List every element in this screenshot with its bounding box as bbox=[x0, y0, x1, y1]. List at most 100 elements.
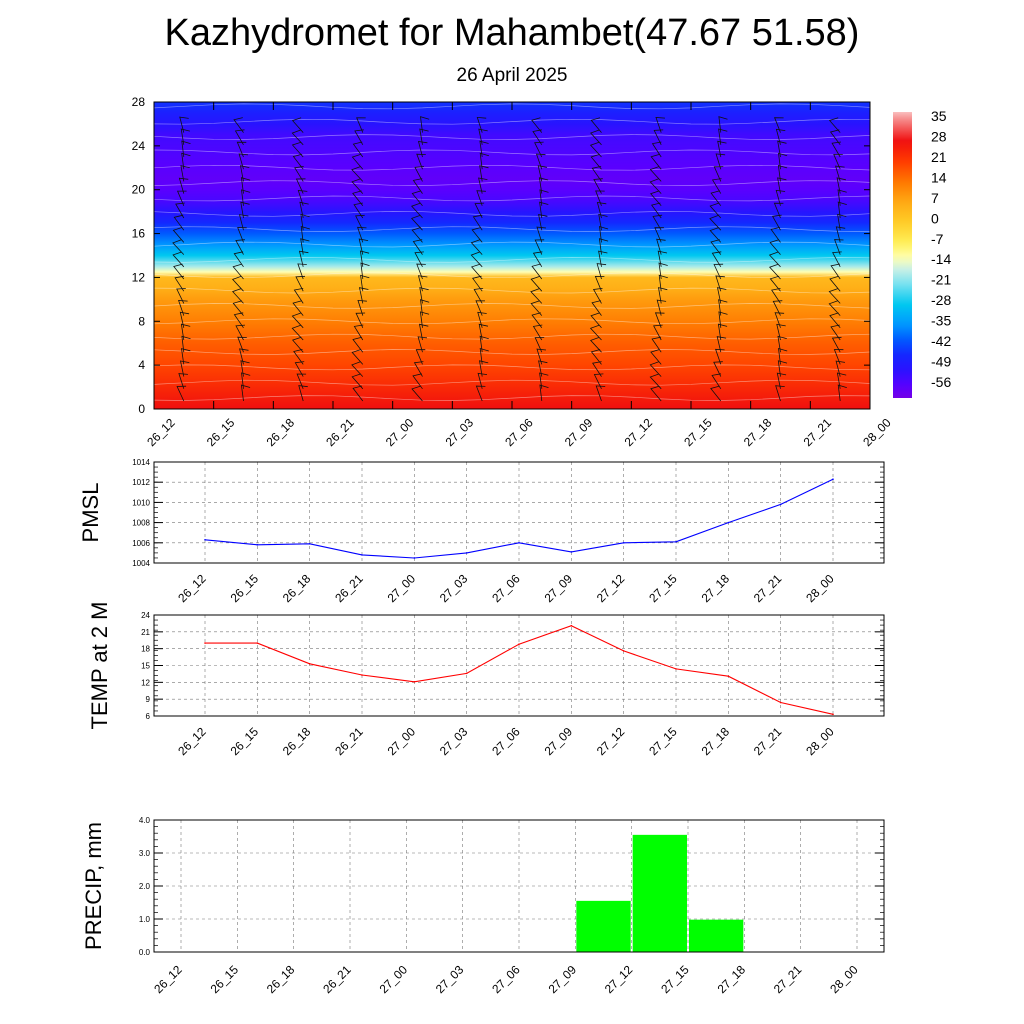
wind-barb bbox=[411, 385, 423, 402]
y-tick-label: 1004 bbox=[132, 559, 150, 568]
wind-barb bbox=[598, 213, 608, 231]
colorbar-label: 0 bbox=[931, 210, 939, 226]
colorbar-label: -7 bbox=[931, 231, 944, 247]
x-tick-label: 27_21 bbox=[751, 724, 785, 758]
wind-barb bbox=[410, 215, 423, 231]
y-tick-label: 0.0 bbox=[139, 948, 151, 957]
wind-barb bbox=[530, 276, 543, 292]
wind-barb bbox=[470, 239, 483, 255]
x-tick-label: 27_09 bbox=[542, 571, 576, 605]
wind-barb bbox=[710, 385, 722, 402]
wind-barb bbox=[476, 190, 486, 206]
colorbar-label: -14 bbox=[931, 251, 951, 267]
y-tick-label: 18 bbox=[141, 645, 150, 654]
data-point bbox=[727, 675, 730, 677]
y-tick-label: 15 bbox=[141, 662, 150, 671]
x-tick-label: 27_18 bbox=[699, 571, 733, 605]
wind-barb bbox=[231, 276, 244, 292]
wind-barb bbox=[778, 152, 788, 170]
x-tick-label: 26_18 bbox=[280, 571, 314, 605]
y-tick-label: 28 bbox=[132, 95, 146, 109]
wind-barb bbox=[653, 324, 663, 341]
wind-barb bbox=[179, 311, 190, 328]
wind-barb bbox=[650, 153, 662, 170]
wind-barb bbox=[297, 190, 308, 206]
wind-barb bbox=[775, 385, 785, 402]
wind-barb bbox=[291, 312, 304, 329]
wind-barb bbox=[356, 117, 366, 133]
wind-barb bbox=[769, 239, 781, 255]
wind-barb bbox=[292, 300, 304, 316]
wind-barb bbox=[412, 178, 423, 194]
wind-barb bbox=[172, 251, 185, 268]
colorbar-scale bbox=[893, 112, 912, 398]
wind-barb bbox=[770, 227, 781, 243]
wind-barb bbox=[174, 275, 185, 292]
pmsl-panel: 1004 1006 1008 1010 1012 1014 26_12 26_15 26_18 2… bbox=[78, 458, 885, 605]
contour-line bbox=[153, 272, 871, 279]
wind-barb bbox=[419, 311, 430, 328]
cross-section-panel: 0 4 8 12 16 20 24 28 26_12 26_15 26_18 26_21 27_00 2… bbox=[132, 95, 894, 449]
y-tick-label: 16 bbox=[132, 227, 146, 241]
wind-barb bbox=[658, 274, 668, 292]
x-tick-label: 27_12 bbox=[594, 724, 628, 758]
wind-barb bbox=[658, 287, 668, 304]
wind-barb bbox=[531, 312, 543, 329]
contour-line bbox=[153, 134, 871, 140]
wind-barb bbox=[351, 153, 364, 170]
wind-barb bbox=[717, 140, 727, 158]
y-tick-label: 1012 bbox=[132, 478, 150, 487]
wind-barb bbox=[656, 238, 666, 255]
wind-barb bbox=[539, 384, 549, 402]
wind-barb bbox=[236, 141, 247, 158]
x-tick-label: 27_06 bbox=[502, 415, 536, 449]
wind-barb bbox=[591, 166, 602, 182]
page-subtitle: 26 April 2025 bbox=[456, 65, 568, 86]
colorbar-label: -21 bbox=[931, 272, 951, 288]
wind-barb bbox=[531, 117, 543, 133]
wind-barb bbox=[351, 373, 364, 390]
wind-barb bbox=[709, 202, 722, 219]
data-point bbox=[361, 674, 363, 676]
wind-barb bbox=[479, 140, 489, 158]
wind-barb bbox=[360, 262, 370, 280]
colorbar-label: 28 bbox=[931, 128, 947, 144]
wind-barb bbox=[351, 349, 364, 365]
wind-barb bbox=[829, 275, 841, 292]
wind-barb bbox=[710, 239, 722, 255]
contour-line bbox=[153, 241, 871, 248]
x-tick-label: 26_12 bbox=[175, 571, 209, 605]
wind-barb bbox=[417, 275, 428, 292]
wind-barb bbox=[179, 360, 190, 377]
wind-barb bbox=[479, 347, 489, 365]
wind-barb bbox=[291, 141, 304, 158]
wind-barb bbox=[292, 336, 304, 353]
wind-barb bbox=[595, 190, 605, 206]
wind-barb bbox=[181, 152, 191, 170]
wind-barb bbox=[291, 129, 304, 146]
wind-barb bbox=[596, 202, 607, 219]
wind-barb bbox=[357, 226, 367, 243]
wind-barb bbox=[534, 141, 544, 158]
wind-barb bbox=[828, 288, 841, 304]
wind-barb bbox=[834, 239, 844, 255]
wind-barb bbox=[240, 177, 251, 194]
wind-barb bbox=[830, 324, 841, 341]
wind-barb bbox=[172, 239, 185, 255]
wind-barb bbox=[292, 153, 304, 170]
wind-barb bbox=[477, 311, 487, 328]
wind-barb bbox=[777, 335, 787, 353]
x-tick-label: 26_18 bbox=[264, 962, 298, 996]
y-axis-label: PMSL bbox=[78, 483, 103, 543]
wind-barb bbox=[478, 323, 489, 341]
colorbar-label: -35 bbox=[931, 313, 951, 329]
wind-barb bbox=[590, 312, 602, 329]
wind-barb bbox=[771, 214, 782, 231]
data-point bbox=[413, 680, 416, 683]
wind-barb bbox=[535, 153, 546, 170]
colorbar-label: -49 bbox=[931, 354, 951, 370]
wind-barb bbox=[658, 262, 668, 280]
data-point bbox=[570, 624, 573, 627]
wind-barb bbox=[837, 189, 847, 206]
wind-barb bbox=[592, 361, 602, 377]
